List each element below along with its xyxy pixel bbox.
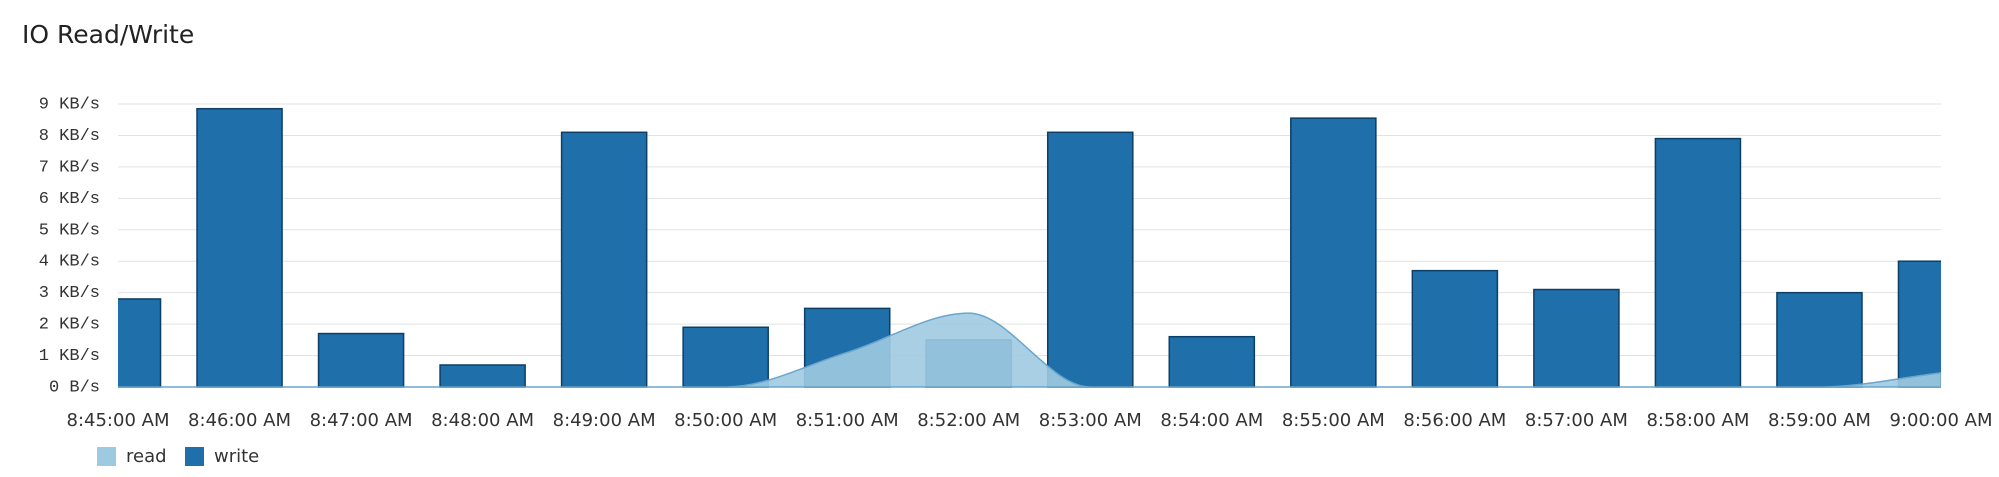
y-tick-label: 8 KB/s: [39, 127, 100, 146]
y-tick-label: 6 KB/s: [39, 190, 100, 209]
y-tick-label: 3 KB/s: [39, 284, 100, 303]
bar: [682, 326, 769, 388]
bar: [118, 298, 162, 388]
bar: [1290, 117, 1377, 388]
bar: [1897, 260, 1941, 388]
area: [118, 312, 1941, 388]
x-tick-label: 8:49:00 AM: [553, 410, 656, 431]
bar: [317, 332, 405, 388]
bar: [1776, 291, 1863, 388]
x-tick-label: 8:52:00 AM: [917, 410, 1020, 431]
bar: [1411, 269, 1499, 388]
y-tick-label: 5 KB/s: [39, 221, 100, 240]
x-tick-label: 8:54:00 AM: [1160, 410, 1263, 431]
legend-swatch: [97, 447, 116, 466]
x-tick-label: 8:45:00 AM: [67, 410, 170, 431]
y-tick-label: 0 B/s: [49, 378, 100, 397]
bar: [196, 107, 283, 388]
y-tick-label: 1 KB/s: [39, 347, 100, 366]
x-tick-label: 8:57:00 AM: [1525, 410, 1628, 431]
bars: [118, 107, 1941, 388]
legend-label: read: [126, 446, 167, 467]
x-tick-label: 8:47:00 AM: [310, 410, 413, 431]
bar: [560, 131, 648, 388]
x-tick-label: 8:55:00 AM: [1282, 410, 1385, 431]
y-tick-label: 4 KB/s: [39, 253, 100, 272]
x-tick-label: 8:46:00 AM: [188, 410, 291, 431]
legend-swatch: [185, 447, 204, 466]
y-tick-label: 7 KB/s: [39, 158, 100, 177]
areas: [118, 312, 1941, 388]
x-tick-label: 9:00:00 AM: [1890, 410, 1993, 431]
x-tick-label: 8:59:00 AM: [1768, 410, 1871, 431]
x-tick-label: 8:56:00 AM: [1403, 410, 1506, 431]
bar: [439, 364, 526, 388]
x-tick-label: 8:53:00 AM: [1039, 410, 1142, 431]
grid: [118, 103, 1941, 388]
x-tick-label: 8:48:00 AM: [431, 410, 534, 431]
chart-title: IO Read/Write: [22, 20, 194, 49]
y-tick-label: 9 KB/s: [39, 95, 100, 114]
legend-label: write: [214, 446, 259, 467]
bar: [1654, 137, 1742, 388]
bar: [1168, 335, 1256, 388]
labels: 0 B/s 1 KB/s 2 KB/s 3 KB/s 4 KB/s 5 KB/s 6 KB/…: [39, 95, 1993, 467]
x-tick-label: 8:58:00 AM: [1646, 410, 1749, 431]
x-tick-label: 8:51:00 AM: [796, 410, 899, 431]
x-tick-label: 8:50:00 AM: [674, 410, 777, 431]
bar: [1046, 131, 1134, 388]
y-tick-label: 2 KB/s: [39, 316, 100, 335]
bar: [1533, 288, 1620, 388]
